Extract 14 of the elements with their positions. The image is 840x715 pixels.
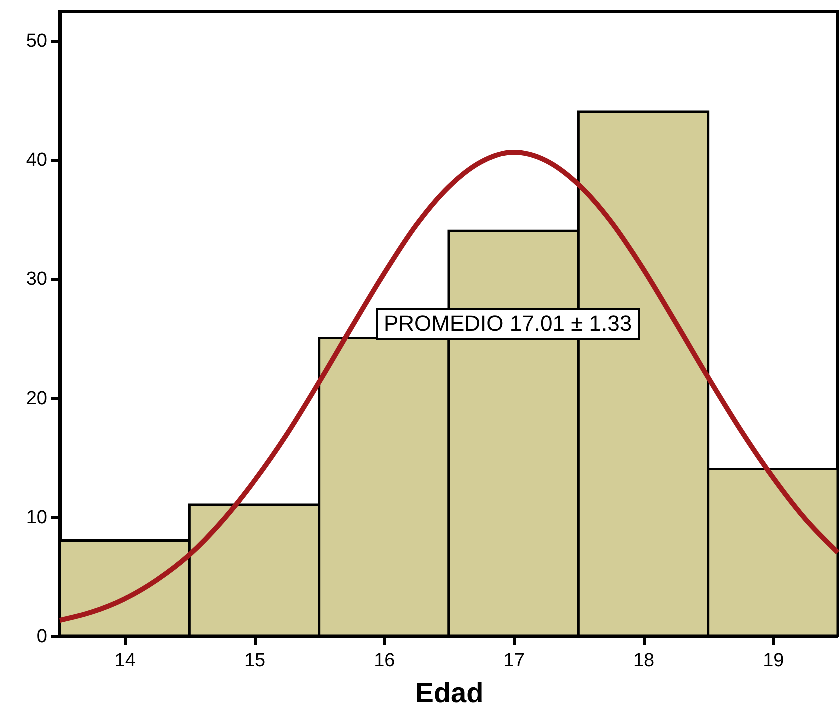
x-tick-label: 19 xyxy=(763,650,784,672)
y-tick-label: 40 xyxy=(26,150,48,172)
x-tick-label: 17 xyxy=(504,650,525,672)
annotation: PROMEDIO 17.01 ± 1.33 xyxy=(376,308,640,340)
y-tick-label: 30 xyxy=(26,269,48,290)
y-tick-label: 20 xyxy=(26,388,48,410)
y-tick-label: 10 xyxy=(26,507,48,528)
x-tick-label: 16 xyxy=(374,650,396,672)
y-tick-label: 0 xyxy=(36,626,48,648)
y-tick-label: 50 xyxy=(26,31,48,52)
x-tick-label: 18 xyxy=(633,650,655,672)
x-tick-label: 14 xyxy=(114,650,136,672)
x-axis-title: Edad xyxy=(415,678,484,708)
x-tick-label: 15 xyxy=(244,650,266,672)
